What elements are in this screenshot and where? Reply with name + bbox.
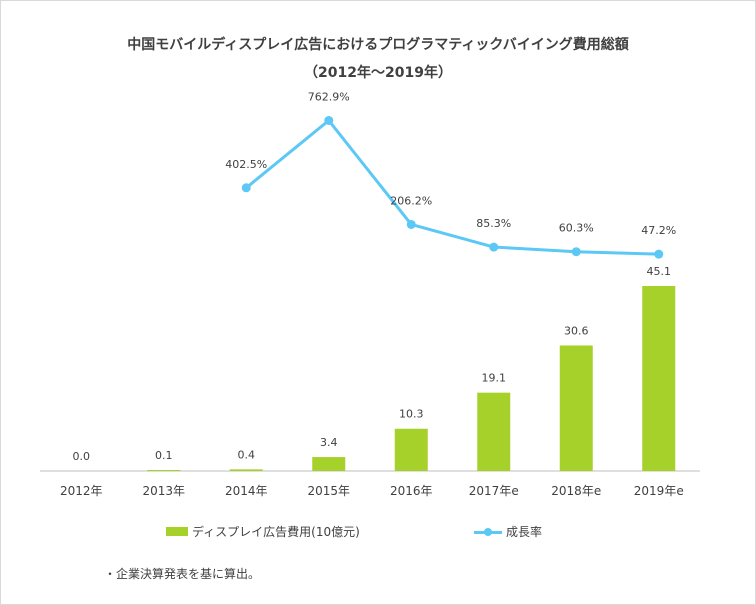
legend-line-swatch — [474, 527, 502, 537]
growth-value-label: 206.2% — [390, 194, 432, 207]
growth-value-label: 85.3% — [476, 217, 511, 230]
legend-line-label: 成長率 — [506, 525, 543, 539]
x-tick-label: 2019年e — [634, 484, 684, 498]
legend-bar-label: ディスプレイ広告費用(10億元) — [192, 525, 360, 539]
growth-point — [654, 249, 664, 259]
growth-point — [406, 219, 416, 229]
growth-point — [571, 247, 581, 257]
bar-value-label: 0.1 — [155, 449, 173, 462]
growth-point — [324, 115, 334, 125]
footnote: ・企業決算発表を基に算出。 — [104, 567, 261, 581]
legend-bar-swatch — [166, 527, 188, 536]
bar — [642, 286, 676, 471]
growth-value-label: 47.2% — [641, 224, 676, 237]
chart-subtitle: （2012年～2019年） — [304, 65, 452, 81]
bar — [229, 469, 263, 471]
bar-value-label: 0.4 — [238, 448, 256, 461]
bar-value-label: 30.6 — [564, 324, 589, 337]
x-tick-label: 2016年 — [390, 484, 433, 498]
growth-value-label: 402.5% — [225, 158, 267, 171]
growth-line — [245, 118, 659, 256]
growth-point — [489, 242, 499, 252]
x-tick-label: 2015年 — [307, 484, 350, 498]
x-tick-label: 2014年 — [225, 484, 268, 498]
bar-value-label: 0.0 — [73, 450, 91, 463]
bar — [559, 345, 593, 471]
bar — [147, 470, 181, 471]
legend-item-line: 成長率 — [474, 523, 542, 540]
x-tick-label: 2018年e — [551, 484, 601, 498]
chart-title: 中国モバイルディスプレイ広告におけるプログラマティックバイイング費用総額 — [127, 37, 629, 53]
bar-value-label: 19.1 — [482, 372, 507, 385]
bar-value-label: 45.1 — [647, 265, 672, 278]
x-tick-label: 2017年e — [469, 484, 519, 498]
bar — [477, 392, 511, 471]
growth-value-label: 60.3% — [559, 222, 594, 235]
legend-item-bar: ディスプレイ広告費用(10億元) — [166, 523, 360, 540]
bar-value-label: 10.3 — [399, 408, 424, 421]
bar — [312, 457, 346, 471]
x-tick-label: 2012年 — [60, 484, 103, 498]
growth-value-label: 762.9% — [308, 90, 350, 103]
growth-point — [241, 183, 251, 193]
bar-value-label: 3.4 — [320, 436, 338, 449]
x-tick-label: 2013年 — [142, 484, 185, 498]
bar — [394, 428, 428, 471]
